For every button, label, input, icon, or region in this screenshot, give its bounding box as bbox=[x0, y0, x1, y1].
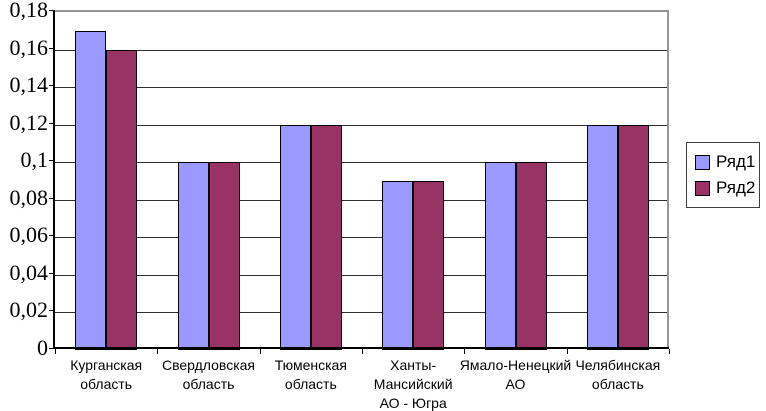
x-axis-category-label-line: Ямало-Ненецкий bbox=[459, 357, 572, 373]
gridline bbox=[55, 87, 667, 89]
x-axis-category-label-line: область bbox=[284, 376, 337, 392]
y-axis-tick-label: 0,14 bbox=[9, 72, 49, 98]
gridline bbox=[55, 274, 667, 276]
y-axis-tick-label: 0,04 bbox=[9, 259, 49, 285]
y-axis-tick-label: 0,16 bbox=[9, 34, 49, 60]
x-axis-category-label: Ханты- Мансийский АО - Югра bbox=[351, 356, 475, 411]
x-axis-tick bbox=[464, 349, 466, 354]
x-axis-category-label: Ямало-Ненецкий АО bbox=[454, 356, 578, 394]
gridline bbox=[55, 312, 667, 314]
y-axis-tick-label: 0,12 bbox=[9, 109, 49, 135]
gridline bbox=[55, 237, 667, 239]
bar-Ряд1-1 bbox=[75, 31, 106, 350]
bar-Ряд1-5 bbox=[485, 162, 516, 350]
x-axis-category-label: Свердловская область bbox=[147, 356, 271, 394]
y-axis-tick bbox=[49, 348, 54, 349]
plot-area bbox=[55, 10, 669, 350]
gridline bbox=[55, 49, 667, 51]
x-axis-tick bbox=[259, 349, 261, 354]
x-axis-tick bbox=[362, 349, 363, 354]
bar-Ряд1-6 bbox=[587, 125, 618, 350]
bar-Ряд2-4 bbox=[413, 181, 444, 350]
x-axis-category-label: Курганская область bbox=[44, 356, 168, 394]
y-axis-tick-label: 0,06 bbox=[9, 222, 49, 248]
bar-Ряд2-5 bbox=[516, 162, 547, 350]
x-axis-category-label: Тюменская область bbox=[249, 356, 373, 394]
x-axis-tick bbox=[55, 349, 56, 354]
y-axis-tick-label: 0,08 bbox=[9, 184, 49, 210]
y-axis-tick bbox=[49, 85, 54, 87]
x-axis-category-label-line: Свердловская bbox=[161, 357, 255, 373]
gridline bbox=[55, 162, 667, 164]
y-axis-tick bbox=[49, 272, 54, 274]
gridline bbox=[55, 124, 667, 126]
x-axis-category-label-line: АО bbox=[505, 376, 526, 392]
bar-Ряд2-1 bbox=[106, 50, 137, 350]
y-axis-tick-label: 0,1 bbox=[20, 147, 49, 173]
x-axis-category-label-line: область bbox=[591, 376, 644, 392]
y-axis-tick bbox=[49, 235, 54, 237]
x-axis-category-label: Челябинская область bbox=[556, 356, 680, 394]
x-axis-category-label-line: Курганская bbox=[70, 357, 143, 373]
y-axis-tick bbox=[49, 160, 54, 162]
x-axis-category-label-line: Тюменская bbox=[274, 357, 347, 373]
x-axis-category-label-line: Ханты- bbox=[390, 357, 437, 373]
y-axis-tick bbox=[49, 10, 54, 11]
legend-swatch-icon bbox=[695, 154, 710, 170]
bar-Ряд2-2 bbox=[209, 162, 240, 350]
bar-Ряд1-4 bbox=[382, 181, 413, 350]
legend-item-Ряд1: Ряд1 bbox=[695, 152, 759, 172]
y-axis-tick bbox=[49, 197, 54, 199]
x-axis-line bbox=[53, 347, 669, 349]
x-axis-category-label-line: Мансийский bbox=[373, 376, 453, 392]
y-axis-tick bbox=[49, 310, 54, 312]
legend-item-Ряд2: Ряд2 bbox=[695, 178, 759, 198]
bar-Ряд1-2 bbox=[178, 162, 209, 350]
x-axis-tick bbox=[566, 349, 568, 354]
x-axis-category-label-line: АО - Югра bbox=[379, 395, 447, 411]
legend-label: Ряд1 bbox=[716, 152, 756, 171]
y-axis-tick bbox=[49, 47, 54, 49]
x-axis-category-label-line: Челябинская bbox=[575, 357, 661, 373]
x-axis-category-label-line: область bbox=[182, 376, 235, 392]
y-axis-tick bbox=[49, 122, 54, 124]
x-axis-category-label-line: область bbox=[80, 376, 133, 392]
y-axis-tick-label: 0,02 bbox=[9, 297, 49, 323]
y-axis-line bbox=[53, 10, 55, 349]
x-axis-tick bbox=[669, 349, 670, 354]
x-axis-tick bbox=[157, 349, 159, 354]
legend-swatch-icon bbox=[695, 180, 710, 196]
legend-label: Ряд2 bbox=[716, 178, 756, 197]
bar-Ряд2-3 bbox=[311, 125, 342, 350]
bar-Ряд1-3 bbox=[280, 125, 311, 350]
bar-Ряд2-6 bbox=[618, 125, 649, 350]
legend: Ряд1 Ряд2 bbox=[686, 142, 760, 208]
gridline bbox=[55, 199, 667, 201]
y-axis-tick-label: 0 bbox=[37, 335, 48, 360]
y-axis-tick-label: 0,18 bbox=[9, 0, 49, 22]
